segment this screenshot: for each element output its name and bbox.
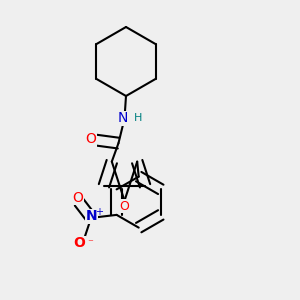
Text: ⁻: ⁻ [87, 238, 93, 248]
Text: N: N [85, 209, 97, 224]
Text: O: O [120, 200, 129, 213]
Text: H: H [134, 112, 142, 123]
Text: O: O [72, 191, 83, 205]
Text: O: O [73, 236, 85, 250]
Text: +: + [94, 208, 103, 218]
Text: N: N [118, 112, 128, 125]
Text: O: O [85, 133, 96, 146]
